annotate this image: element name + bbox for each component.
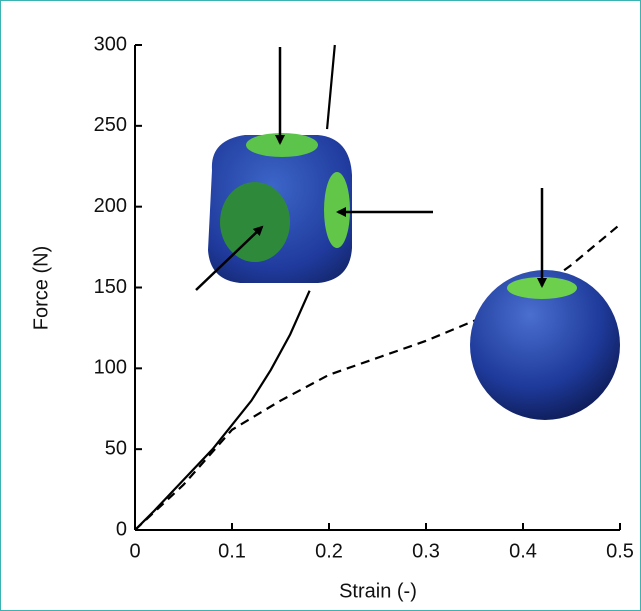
y-axis-label: Force (N) [30, 246, 52, 330]
x-axis-label: Strain (-) [339, 580, 417, 602]
data-line [134, 44, 336, 531]
y-tick-label: 0 [116, 518, 127, 540]
y-tick-label: 100 [94, 357, 127, 379]
y-tick-label: 200 [94, 195, 127, 217]
contact-patch [220, 182, 290, 262]
x-tick-label: 0 [129, 540, 140, 562]
y-tick-label: 150 [94, 276, 127, 298]
sphere [470, 270, 620, 420]
x-tick-label: 0.1 [218, 540, 246, 562]
y-tick-label: 250 [94, 114, 127, 136]
y-tick-label: 50 [105, 437, 127, 459]
illustrations [195, 47, 620, 420]
y-tick-label: 300 [94, 33, 127, 55]
x-tick-label: 0.2 [315, 540, 343, 562]
axes: 0 0.1 0.2 0.3 0.4 0.5 0 50 100 150 200 250 300 [94, 33, 634, 562]
contact-patch [507, 277, 577, 299]
contact-patch [324, 172, 350, 248]
contact-patch [246, 133, 318, 157]
x-tick-label: 0.4 [509, 540, 537, 562]
x-tick-label: 0.3 [412, 540, 440, 562]
arrow [195, 225, 264, 291]
x-tick-label: 0.5 [606, 540, 634, 562]
